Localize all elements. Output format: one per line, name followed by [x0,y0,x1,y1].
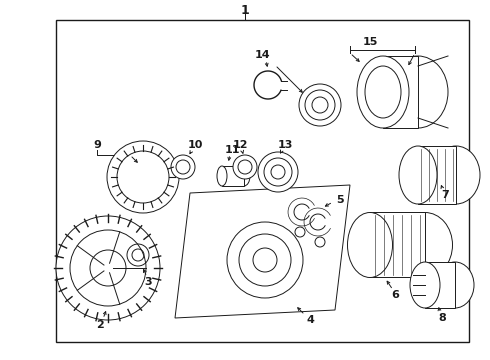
Text: 6: 6 [391,290,399,300]
Circle shape [227,222,303,298]
Ellipse shape [388,56,448,128]
Polygon shape [175,185,350,318]
Ellipse shape [397,212,452,278]
Bar [56,20,469,342]
Ellipse shape [347,212,392,278]
Text: 13: 13 [277,140,293,150]
Text: 7: 7 [441,190,449,200]
Bar [222,166,244,186]
Circle shape [233,155,257,179]
Text: 9: 9 [93,140,101,150]
Text: 2: 2 [96,320,104,330]
Text: 1: 1 [241,4,249,17]
Text: 10: 10 [187,140,203,150]
Bar [418,146,456,204]
Circle shape [107,141,179,213]
Ellipse shape [238,166,250,186]
Text: 8: 8 [438,313,446,323]
Text: 12: 12 [232,140,248,150]
Bar [370,212,425,277]
Ellipse shape [410,262,440,308]
Bar [383,56,418,128]
Text: 11: 11 [224,145,240,155]
Ellipse shape [432,146,480,204]
Text: 14: 14 [254,50,270,60]
Ellipse shape [399,146,437,204]
Text: 3: 3 [144,277,152,287]
Text: 15: 15 [362,37,378,47]
Circle shape [258,152,298,192]
Bar [425,262,455,308]
Ellipse shape [217,166,227,186]
Circle shape [127,244,149,266]
Ellipse shape [436,262,474,308]
Ellipse shape [357,56,409,128]
Text: 5: 5 [336,195,344,205]
Ellipse shape [299,84,341,126]
Circle shape [171,155,195,179]
Text: 4: 4 [306,315,314,325]
Circle shape [56,216,160,320]
